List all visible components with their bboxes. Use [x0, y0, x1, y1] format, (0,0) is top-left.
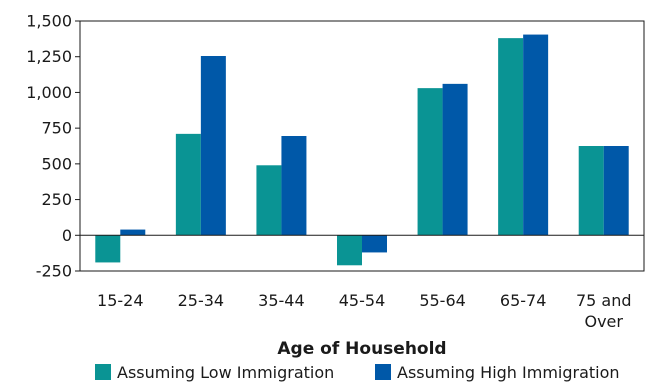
y-tick-label: 1,000: [26, 83, 72, 102]
bar-low-immigration: [578, 146, 604, 236]
plot-frame: [79, 20, 645, 272]
x-tick-label: 75 and Over: [576, 291, 632, 331]
bar-high-immigration: [523, 34, 549, 236]
legend-swatch-low-immigration: [95, 364, 111, 380]
x-tick-label: 65-74: [500, 291, 547, 310]
y-tick-label: 750: [41, 119, 72, 138]
bar-low-immigration: [175, 133, 201, 236]
bar-high-immigration: [120, 229, 146, 236]
x-tick-label: 25-34: [178, 291, 225, 310]
y-tick-label: -250: [36, 262, 72, 281]
y-tick-label: 250: [41, 190, 72, 209]
bar-low-immigration: [417, 88, 443, 236]
bar-low-immigration: [498, 38, 524, 236]
x-tick-label: 15-24: [97, 291, 144, 310]
y-axis-ticks: -250 0 250 500 750 1,000 1,250 1,500: [26, 12, 80, 281]
y-tick-label: 500: [41, 154, 72, 173]
bar-high-immigration: [281, 136, 307, 236]
bar-low-immigration: [95, 235, 121, 263]
bar-low-immigration: [337, 235, 362, 266]
bar-high-immigration: [362, 235, 387, 253]
y-tick-label: 1,500: [26, 12, 72, 31]
x-axis-ticks: 15-24 25-34 35-44 45-54 55-64 65-74 75 and Over: [97, 291, 631, 331]
x-tick-label: 45-54: [339, 291, 386, 310]
bar-high-immigration: [442, 83, 468, 236]
legend-label-low-immigration: Assuming Low Immigration: [117, 363, 334, 382]
x-axis-title: Age of Household: [277, 339, 446, 359]
x-tick-label: 55-64: [419, 291, 466, 310]
bar-high-immigration: [200, 56, 226, 236]
legend-label-high-immigration: Assuming High Immigration: [397, 363, 620, 382]
bar-low-immigration: [256, 165, 282, 236]
legend: Assuming Low Immigration Assuming High I…: [95, 363, 620, 382]
y-tick-label: 0: [62, 226, 72, 245]
bar-high-immigration: [603, 146, 629, 236]
x-tick-label: 35-44: [258, 291, 305, 310]
legend-swatch-high-immigration: [375, 364, 391, 380]
bars: [95, 34, 629, 266]
y-tick-label: 1,250: [26, 47, 72, 66]
